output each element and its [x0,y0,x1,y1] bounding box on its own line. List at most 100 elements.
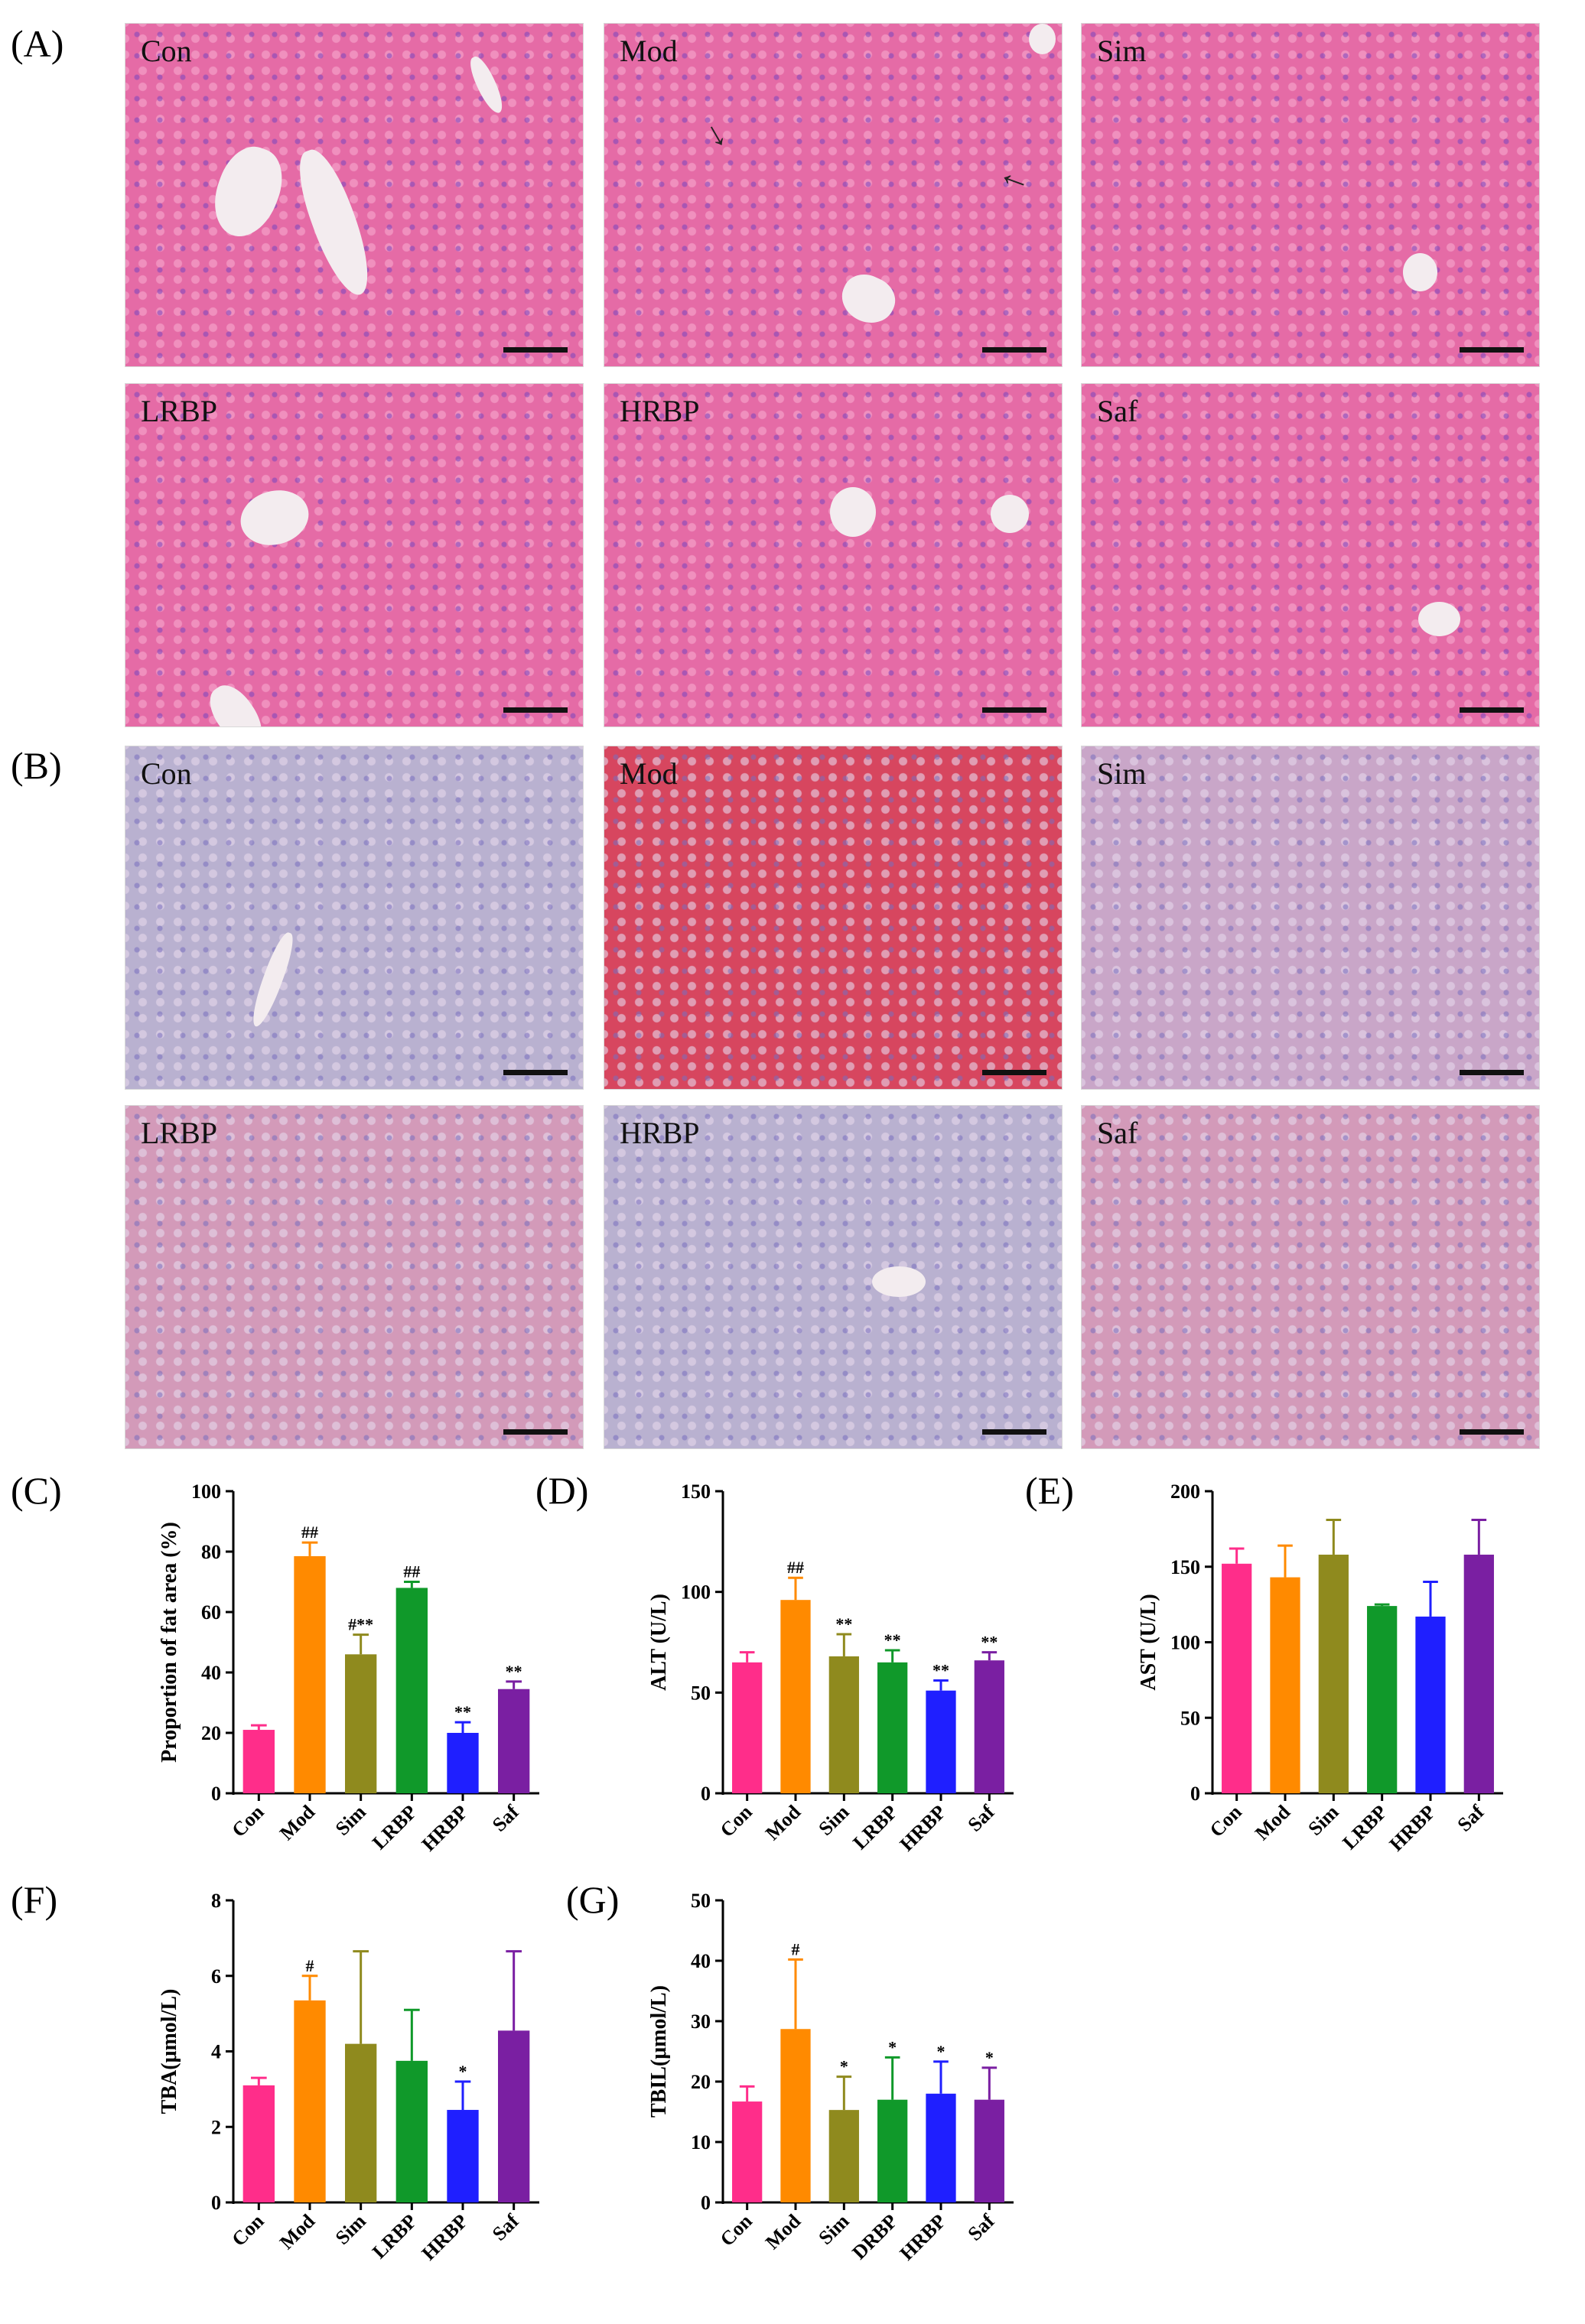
bar-hrbp [447,1733,479,1793]
micrograph-label: Con [141,34,192,68]
scale-bar-icon [1460,707,1524,713]
y-axis-label: ALT (U/L) [647,1594,671,1691]
panel-f-letter: (F) [11,1878,58,1921]
vessel [1029,24,1056,54]
significance-label: * [840,2057,848,2076]
bar-con [732,2101,763,2202]
vessel [1403,253,1437,291]
panel-d-letter: (D) [535,1469,589,1512]
y-tick-label: 4 [211,2041,221,2063]
micrograph-he-mod: → → Mod [604,23,1063,367]
micrograph-label: Saf [1097,1116,1138,1150]
micrograph-he-lrbp: LRBP [125,383,584,727]
bar-con [1222,1563,1252,1793]
vessel [834,267,903,331]
x-tick-label: Sim [814,1800,853,1839]
x-tick-label: HRBP [418,2210,473,2265]
scale-bar-icon [982,347,1046,353]
bar-sim [828,1656,859,1793]
vessel [465,53,508,117]
scale-bar-icon [503,347,568,353]
micrograph-oro-sim: Sim [1081,746,1540,1090]
bar-hrbp [926,1690,956,1793]
vessel [991,495,1029,533]
y-axis-label: Proportion of fat area (%) [158,1522,181,1763]
micrograph-label: Sim [1097,34,1147,68]
bar-saf [498,2030,530,2202]
y-tick-label: 150 [681,1481,711,1503]
bar-sim [1318,1554,1349,1793]
x-tick-label: Saf [488,2209,523,2244]
y-tick-label: 40 [201,1662,221,1684]
significance-label: ** [932,1661,949,1680]
bar-saf [974,1660,1004,1793]
bar-drbp [877,2099,908,2202]
bar-con [732,1662,763,1793]
scale-bar-icon [1460,1070,1524,1075]
x-tick-label: Mod [275,1800,320,1845]
bar-mod [780,2029,811,2202]
micrograph-he-saf: Saf [1081,383,1540,727]
significance-label: #** [348,1615,373,1634]
x-tick-label: Con [716,1800,757,1841]
bar-sim [345,2043,377,2202]
significance-label: * [888,2037,897,2056]
y-tick-label: 0 [701,2192,711,2214]
y-tick-label: 200 [1170,1481,1200,1503]
x-tick-label: LRBP [1338,1801,1391,1854]
significance-label: # [792,1939,800,1958]
significance-label: ** [454,1702,471,1721]
x-tick-label: Saf [964,2209,999,2244]
scale-bar-icon [1460,347,1524,353]
arrow-icon: → [988,162,1036,212]
significance-label: * [985,2048,994,2067]
micrograph-label: LRBP [141,1116,218,1150]
bar-lrbp [395,1588,428,1793]
bar-saf [1463,1554,1494,1793]
y-tick-label: 0 [211,1783,221,1805]
scale-bar-icon [503,1070,568,1075]
significance-label: * [937,2042,945,2061]
micrograph-he-con: Con [125,23,584,367]
bar-mod [294,2000,326,2202]
x-tick-label: Con [1206,1800,1247,1841]
chart-d: 0 50 100 150 ALT (U/L) Con ## Mod ** Sim ** LRBP ** H… [647,1481,1014,1855]
significance-label: # [306,1956,314,1975]
panel-a-letter: (A) [11,22,64,65]
y-tick-label: 0 [1190,1783,1200,1805]
y-tick-label: 6 [211,1965,221,1988]
scale-bar-icon [982,1070,1046,1075]
vessel [200,677,272,726]
x-tick-label: Con [227,1800,269,1841]
bar-mod [1270,1577,1300,1793]
x-tick-label: Saf [1453,1800,1489,1835]
x-tick-label: Sim [814,2209,853,2248]
micrograph-label: Sim [1097,756,1147,791]
bar-mod [780,1600,811,1793]
y-tick-label: 0 [701,1783,711,1805]
significance-label: ## [301,1523,318,1542]
y-tick-label: 50 [691,1890,711,1912]
x-tick-label: Con [716,2209,757,2251]
y-axis-label: TBA(μmol/L) [158,1989,181,2114]
scale-bar-icon [982,1429,1046,1435]
vessel [830,487,876,537]
x-tick-label: LRBP [848,1801,902,1854]
panel-e-letter: (E) [1025,1469,1074,1512]
y-tick-label: 100 [191,1481,221,1503]
x-tick-label: Sim [331,2209,370,2248]
x-tick-label: HRBP [896,2210,951,2265]
vessel [203,138,293,246]
bar-lrbp [877,1662,908,1793]
x-tick-label: DRBP [848,2210,902,2264]
scale-bar-icon [503,1429,568,1435]
y-tick-label: 100 [1170,1632,1200,1654]
y-tick-label: 50 [1180,1707,1200,1729]
micrograph-oro-mod: Mod [604,746,1063,1090]
bar-con [242,1730,275,1793]
micrograph-label: Saf [1097,394,1138,428]
y-tick-label: 40 [691,1950,711,1972]
significance-label: ## [787,1558,804,1577]
y-tick-label: 2 [211,2116,221,2138]
